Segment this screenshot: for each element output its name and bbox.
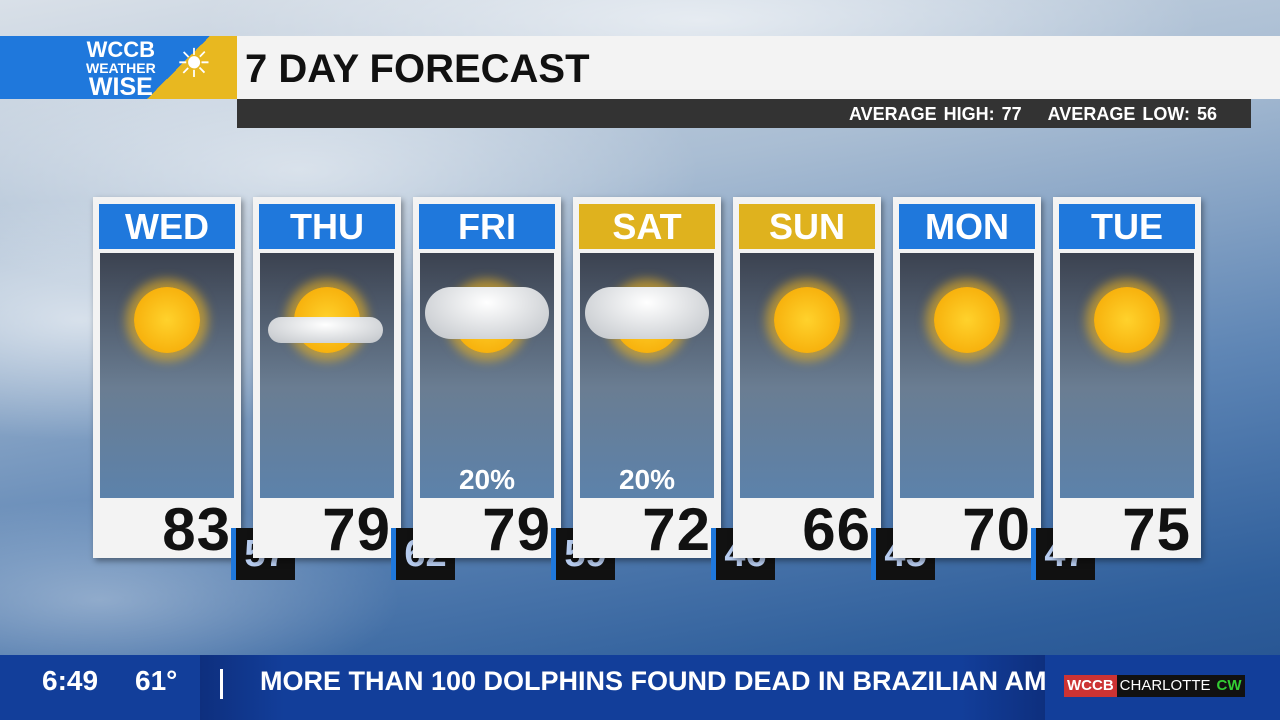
day-header: SUN bbox=[739, 204, 875, 249]
cloud-icon bbox=[585, 287, 709, 339]
sun-icon bbox=[1094, 287, 1160, 353]
precip-chance: 20% bbox=[458, 464, 516, 495]
day-header: FRI bbox=[419, 204, 555, 249]
high-temp: 79 bbox=[322, 496, 391, 563]
high-temp: 70 bbox=[962, 496, 1031, 563]
day-card-sun: SUN 66 bbox=[733, 197, 881, 563]
weather-icon-panel bbox=[900, 253, 1034, 498]
sun-storm-icon: ☀ bbox=[176, 42, 212, 86]
weather-icon-panel bbox=[740, 253, 874, 498]
weather-icon-panel: 20% bbox=[420, 253, 554, 498]
sun-icon bbox=[934, 287, 1000, 353]
divider bbox=[220, 669, 223, 699]
day-card-sat: SAT 20% 72 bbox=[573, 197, 721, 563]
clock: 6:49 bbox=[42, 665, 99, 696]
weather-icon-panel bbox=[1060, 253, 1194, 498]
wccb-weather-wise-logo: WCCB WEATHER WISE ☀ bbox=[0, 36, 237, 100]
averages-bar: AVERAGE HIGH: 77 AVERAGE LOW: 56 bbox=[237, 99, 1251, 128]
high-temp: 66 bbox=[802, 496, 871, 563]
current-temp: 61° bbox=[135, 665, 178, 696]
high-temp: 72 bbox=[642, 496, 711, 563]
weather-icon-panel bbox=[260, 253, 394, 498]
cloud-icon bbox=[425, 287, 549, 339]
weather-icon-panel: 20% bbox=[580, 253, 714, 498]
network-logo: WCCB CHARLOTTE CW bbox=[1064, 675, 1245, 697]
day-header: SAT bbox=[579, 204, 715, 249]
day-card-wed: WED 83 bbox=[93, 197, 241, 563]
day-header: THU bbox=[259, 204, 395, 249]
sun-icon bbox=[774, 287, 840, 353]
cloud-icon bbox=[268, 317, 383, 343]
news-ticker: 6:49 61° MORE THAN 100 DOLPHINS FOUND DE… bbox=[0, 655, 1280, 720]
average-high: AVERAGE HIGH: 77 bbox=[848, 104, 1022, 124]
sun-icon bbox=[134, 287, 200, 353]
weather-icon-panel bbox=[100, 253, 234, 498]
day-header: TUE bbox=[1059, 204, 1195, 249]
day-header: WED bbox=[99, 204, 235, 249]
precip-chance: 20% bbox=[618, 464, 676, 495]
high-temp: 79 bbox=[482, 496, 551, 563]
average-low: AVERAGE LOW: 56 bbox=[1047, 104, 1217, 124]
headline: MORE THAN 100 DOLPHINS FOUND DEAD IN BRA… bbox=[260, 666, 1045, 696]
day-card-tue: TUE 75 bbox=[1053, 197, 1201, 563]
day-header: MON bbox=[899, 204, 1035, 249]
day-card-mon: MON 70 bbox=[893, 197, 1041, 563]
day-card-thu: THU 79 bbox=[253, 197, 401, 563]
day-card-fri: FRI 20% 79 bbox=[413, 197, 561, 563]
high-temp: 75 bbox=[1122, 496, 1191, 563]
page-title: 7 DAY FORECAST bbox=[245, 47, 590, 91]
high-temp: 83 bbox=[162, 496, 231, 563]
title-bar: 7 DAY FORECAST bbox=[237, 36, 1280, 99]
